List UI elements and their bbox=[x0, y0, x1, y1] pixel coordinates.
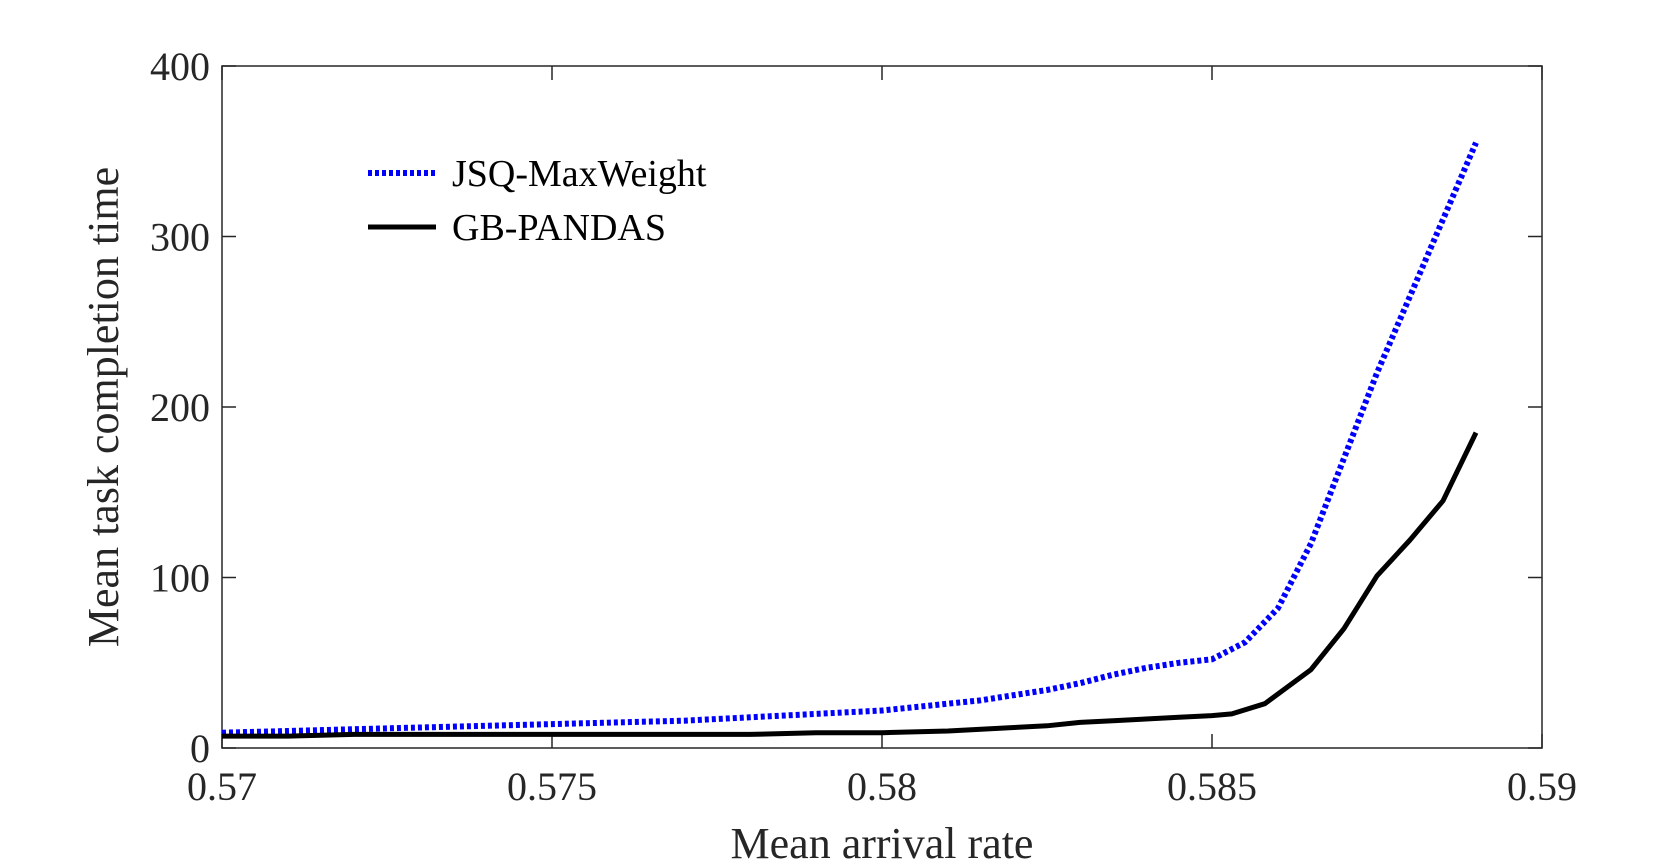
x-tick-label: 0.585 bbox=[1167, 764, 1257, 809]
y-tick-label: 300 bbox=[150, 215, 210, 260]
y-tick-label: 400 bbox=[150, 44, 210, 89]
plot-area bbox=[221, 65, 1543, 749]
series-lines bbox=[221, 141, 1479, 739]
legend-label-jsq-maxweight: JSQ-MaxWeight bbox=[452, 153, 707, 195]
x-axis-label: Mean arrival rate bbox=[731, 819, 1034, 865]
y-tick-labels: 0 100 200 300 400 bbox=[150, 44, 210, 771]
legend: JSQ-MaxWeight GB-PANDAS bbox=[368, 153, 707, 249]
y-axis-label: Mean task completion time bbox=[79, 167, 128, 647]
y-tick-label: 200 bbox=[150, 385, 210, 430]
y-tick-label: 100 bbox=[150, 556, 210, 601]
legend-label-gb-pandas: GB-PANDAS bbox=[452, 207, 666, 249]
x-tick-label: 0.58 bbox=[847, 764, 917, 809]
series-line-gb-pandas bbox=[222, 431, 1479, 739]
x-tick-label: 0.57 bbox=[187, 764, 257, 809]
x-tick-label: 0.59 bbox=[1507, 764, 1577, 809]
y-tick-label: 0 bbox=[190, 726, 210, 771]
x-tick-labels: 0.57 0.575 0.58 0.585 0.59 bbox=[187, 764, 1577, 809]
x-tick-label: 0.575 bbox=[507, 764, 597, 809]
